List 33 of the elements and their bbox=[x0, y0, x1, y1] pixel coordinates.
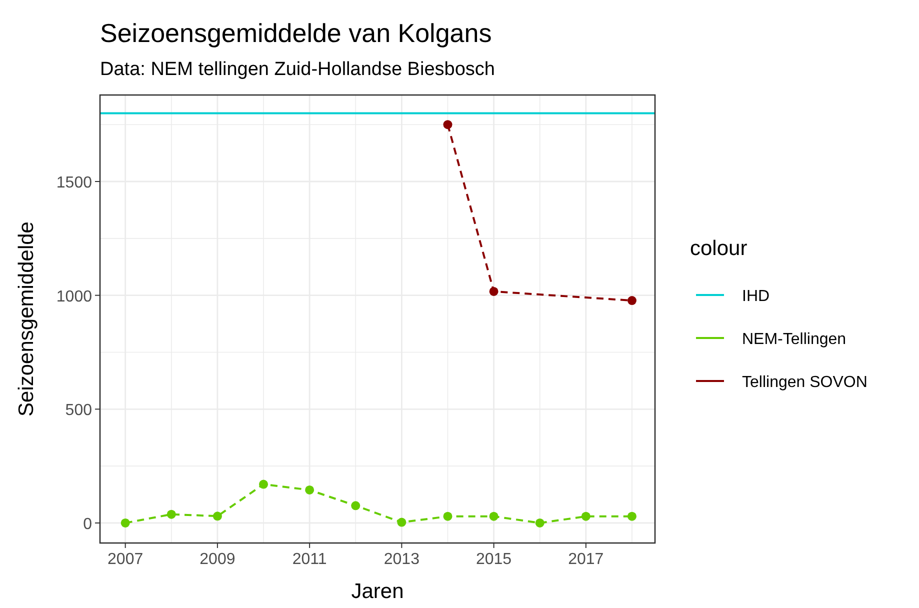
point bbox=[259, 480, 268, 489]
y-tick-label: 1500 bbox=[56, 174, 92, 192]
x-tick-label: 2015 bbox=[476, 551, 512, 568]
x-tick-label: 2009 bbox=[200, 551, 236, 568]
point bbox=[489, 512, 498, 521]
point bbox=[489, 286, 498, 296]
x-tick-label: 2017 bbox=[568, 551, 604, 568]
legend-label: NEM-Tellingen bbox=[742, 331, 846, 348]
legend-title: colour bbox=[690, 237, 748, 260]
legend-label: IHD bbox=[742, 288, 770, 305]
x-tick-label: 2007 bbox=[108, 551, 144, 568]
point bbox=[212, 512, 222, 521]
y-tick-label: 0 bbox=[83, 516, 92, 533]
point bbox=[120, 518, 130, 528]
y-tick-label: 1000 bbox=[56, 288, 92, 306]
chart-subtitle: Data: NEM tellingen Zuid-Hollandse Biesbosch bbox=[100, 59, 495, 80]
point bbox=[166, 510, 176, 519]
point bbox=[443, 120, 452, 130]
y-axis-title: Seizoensgemiddelde bbox=[15, 222, 38, 416]
legend-label: Tellingen SOVON bbox=[742, 374, 868, 391]
y-tick-label: 500 bbox=[65, 402, 92, 420]
chart-title: Seizoensgemiddelde van Kolgans bbox=[100, 18, 492, 48]
point bbox=[397, 518, 406, 527]
point bbox=[305, 485, 314, 494]
point bbox=[535, 518, 544, 528]
point bbox=[351, 501, 360, 510]
x-tick-label: 2013 bbox=[384, 551, 420, 568]
point bbox=[443, 512, 452, 521]
point bbox=[581, 512, 590, 521]
x-axis-title: Jaren bbox=[351, 580, 404, 603]
point bbox=[627, 512, 636, 521]
point bbox=[627, 296, 636, 306]
x-tick-label: 2011 bbox=[292, 551, 327, 568]
